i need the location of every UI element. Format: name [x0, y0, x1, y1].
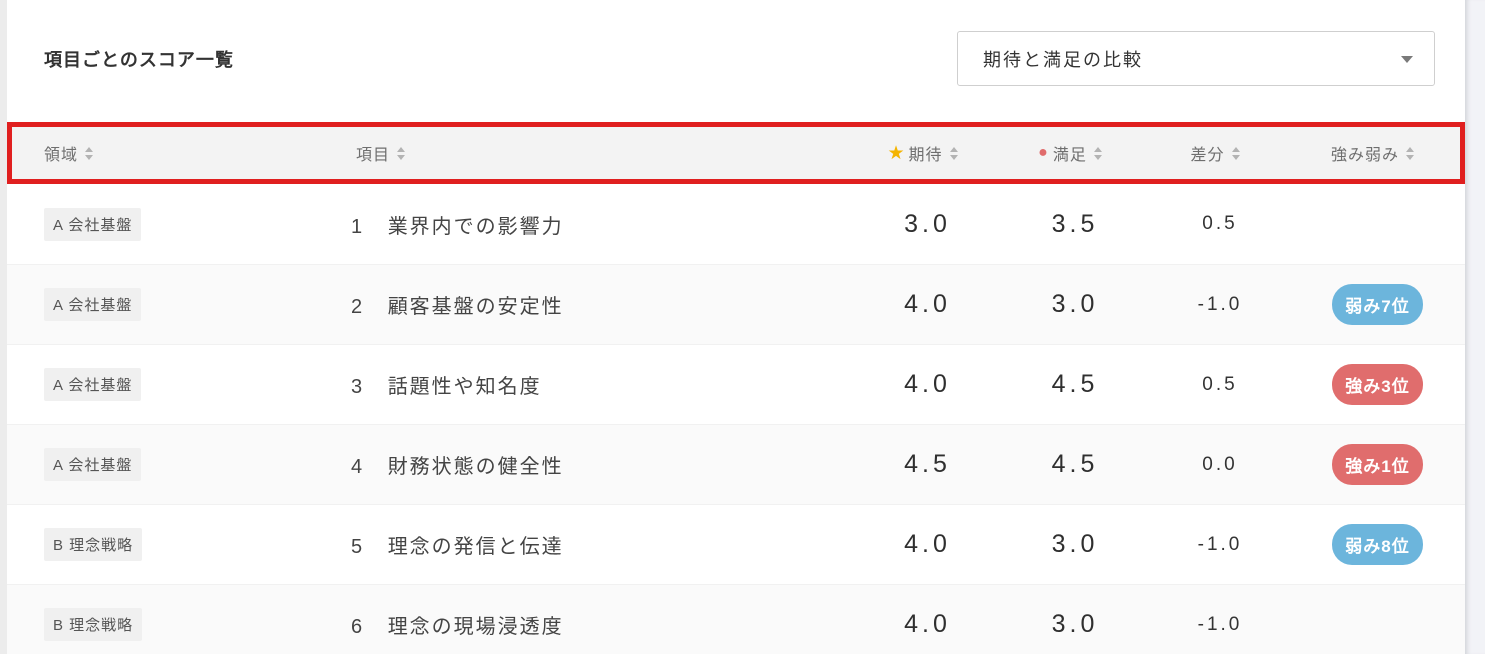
column-header-item[interactable]: 項目 — [356, 141, 850, 165]
item-name: 財務状態の健全性 — [387, 456, 564, 478]
sort-icon — [1093, 146, 1102, 160]
sort-icon — [1406, 146, 1414, 160]
area-cell: A 会社基盤 — [7, 448, 351, 481]
sort-icon — [949, 146, 958, 160]
view-mode-select[interactable]: 期待と満足の比較 — [957, 31, 1435, 86]
area-chip: A 会社基盤 — [44, 368, 142, 401]
diff-value: 0.5 — [1202, 373, 1238, 395]
area-chip: A 会社基盤 — [44, 448, 142, 481]
left-page-gutter — [0, 0, 7, 654]
dot-icon: ● — [1038, 144, 1049, 161]
column-header-label: 期待 — [908, 147, 943, 164]
area-cell: A 会社基盤 — [7, 207, 351, 241]
view-mode-selected-value: 期待と満足の比較 — [983, 49, 1143, 70]
table-body: A 会社基盤 1 業界内での影響力 3.0 3.5 0.5 A 会社基盤 — [7, 184, 1465, 654]
right-page-gutter — [1465, 0, 1485, 654]
area-chip: B 理念戦略 — [44, 608, 143, 641]
sort-icon — [397, 146, 406, 160]
table-row: B 理念戦略 5 理念の発信と伝達 4.0 3.0 -1.0 弱み8位 — [7, 504, 1465, 584]
column-header-label: 強み弱み — [1330, 147, 1399, 164]
expectation-value: 4.0 — [904, 370, 951, 398]
satisfaction-value: 4.5 — [1051, 370, 1099, 398]
area-chip: B 理念戦略 — [44, 528, 143, 561]
rank-badge-cell: 強み3位 — [1290, 364, 1465, 405]
column-header-area[interactable]: 領域 — [12, 141, 356, 165]
table-row: A 会社基盤 2 顧客基盤の安定性 4.0 3.0 -1.0 弱み7位 — [7, 264, 1465, 344]
item-name: 理念の現場浸透度 — [387, 616, 564, 638]
item-number: 1 — [351, 215, 365, 238]
table-row: A 会社基盤 4 財務状態の健全性 4.5 4.5 0.0 強み1位 — [7, 424, 1465, 504]
column-header-satisfaction[interactable]: ● 満足 — [995, 141, 1145, 165]
column-header-strength-weakness[interactable]: 強み弱み — [1285, 141, 1460, 165]
satisfaction-value: 4.5 — [1051, 450, 1099, 478]
area-cell: B 理念戦略 — [7, 528, 351, 561]
area-cell: A 会社基盤 — [7, 368, 351, 401]
rank-badge: 強み1位 — [1332, 444, 1423, 485]
item-number: 6 — [351, 616, 365, 638]
page-title: 項目ごとのスコア一覧 — [44, 50, 234, 70]
satisfaction-value: 3.5 — [1051, 209, 1099, 238]
column-header-label: 満足 — [1052, 147, 1087, 164]
column-header-label: 項目 — [356, 147, 391, 164]
rank-badge-cell: 弱み7位 — [1290, 284, 1465, 325]
table-header-row: 領域 項目 ★ 期待 ● 満足 差分 — [12, 127, 1460, 179]
satisfaction-value: 3.0 — [1051, 610, 1099, 638]
expectation-value: 4.0 — [904, 530, 951, 558]
item-number: 5 — [351, 536, 365, 558]
score-list-card: 項目ごとのスコア一覧 期待と満足の比較 領域 項目 ★ 期待 — [7, 0, 1465, 654]
rank-badge: 弱み8位 — [1332, 524, 1423, 565]
item-cell: 3 話題性や知名度 — [351, 370, 855, 399]
table-row: B 理念戦略 6 理念の現場浸透度 4.0 3.0 -1.0 — [7, 584, 1465, 654]
item-name: 顧客基盤の安定性 — [387, 296, 564, 318]
item-cell: 6 理念の現場浸透度 — [351, 610, 855, 639]
item-name: 話題性や知名度 — [387, 376, 542, 398]
item-name: 業界内での影響力 — [387, 215, 564, 238]
sort-icon — [1231, 146, 1240, 160]
card-topbar: 項目ごとのスコア一覧 期待と満足の比較 — [7, 0, 1465, 122]
expectation-value: 4.0 — [904, 610, 951, 638]
item-cell: 5 理念の発信と伝達 — [351, 530, 855, 559]
item-cell: 4 財務状態の健全性 — [351, 450, 855, 479]
item-cell: 2 顧客基盤の安定性 — [351, 290, 855, 319]
item-cell: 1 業界内での影響力 — [351, 210, 855, 239]
table-row: A 会社基盤 1 業界内での影響力 3.0 3.5 0.5 — [7, 184, 1465, 264]
area-chip: A 会社基盤 — [44, 288, 142, 321]
rank-badge: 強み3位 — [1332, 364, 1423, 405]
table-row: A 会社基盤 3 話題性や知名度 4.0 4.5 0.5 強み3位 — [7, 344, 1465, 424]
expectation-value: 3.0 — [904, 209, 951, 238]
diff-value: -1.0 — [1197, 533, 1243, 555]
diff-value: -1.0 — [1197, 293, 1243, 315]
item-number: 2 — [351, 296, 365, 318]
diff-value: 0.5 — [1202, 213, 1238, 234]
star-icon: ★ — [887, 142, 906, 164]
expectation-value: 4.0 — [904, 290, 951, 318]
diff-value: -1.0 — [1197, 613, 1243, 635]
column-header-diff[interactable]: 差分 — [1145, 141, 1285, 165]
satisfaction-value: 3.0 — [1051, 530, 1099, 558]
chevron-down-icon — [1401, 56, 1413, 63]
item-number: 3 — [351, 376, 365, 398]
diff-value: 0.0 — [1202, 453, 1238, 475]
sort-icon — [85, 146, 94, 160]
area-chip: A 会社基盤 — [44, 207, 142, 241]
satisfaction-value: 3.0 — [1051, 290, 1099, 318]
item-number: 4 — [351, 456, 365, 478]
column-header-expectation[interactable]: ★ 期待 — [850, 141, 995, 165]
rank-badge: 弱み7位 — [1332, 284, 1423, 325]
rank-badge-cell: 弱み8位 — [1290, 524, 1465, 565]
item-name: 理念の発信と伝達 — [387, 536, 564, 558]
column-header-label: 領域 — [44, 147, 79, 164]
expectation-value: 4.5 — [904, 450, 951, 478]
column-header-label: 差分 — [1190, 147, 1225, 164]
table-header-highlight-border: 領域 項目 ★ 期待 ● 満足 差分 — [7, 122, 1465, 184]
rank-badge-cell: 強み1位 — [1290, 444, 1465, 485]
area-cell: B 理念戦略 — [7, 608, 351, 641]
area-cell: A 会社基盤 — [7, 288, 351, 321]
